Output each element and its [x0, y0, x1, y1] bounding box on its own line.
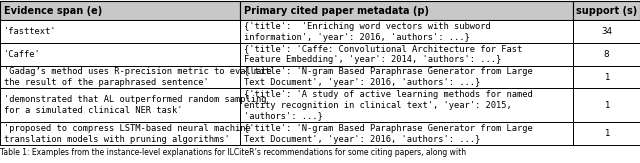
Text: 'demonstrated that AL outperformed random sampling
for a simulated clinical NER : 'demonstrated that AL outperformed rando…	[4, 96, 266, 115]
Text: 1: 1	[604, 129, 609, 138]
Bar	[240, 43, 573, 66]
Text: {'title': 'N-gram Based Paraphrase Generator from Large
Text Document', 'year': : {'title': 'N-gram Based Paraphrase Gener…	[244, 124, 532, 144]
Bar	[573, 122, 640, 145]
Text: 'proposed to compress LSTM-based neural machine
translation models with pruning : 'proposed to compress LSTM-based neural …	[4, 124, 251, 144]
Bar	[240, 1, 573, 20]
Bar	[573, 1, 640, 20]
Text: support (s): support (s)	[576, 6, 637, 15]
Bar	[573, 66, 640, 88]
Text: {'title': 'A study of active learning methods for named
entity recognition in cl: {'title': 'A study of active learning me…	[244, 90, 532, 121]
Text: 'Gadag’s method uses R-precision metric to evaluate
the result of the paraphrase: 'Gadag’s method uses R-precision metric …	[4, 67, 271, 87]
Bar	[0, 20, 240, 43]
Text: 'fasttext': 'fasttext'	[4, 27, 56, 36]
Bar	[240, 20, 573, 43]
Text: {'title':  'Enriching word vectors with subword
information', 'year': 2016, 'aut: {'title': 'Enriching word vectors with s…	[244, 22, 491, 42]
Bar	[0, 43, 240, 66]
Bar	[0, 88, 240, 122]
Bar	[240, 88, 573, 122]
Text: 8: 8	[604, 50, 609, 59]
Bar	[573, 43, 640, 66]
Text: Table 1: Examples from the instance-level explanations for ILCiteR’s recommendat: Table 1: Examples from the instance-leve…	[0, 148, 466, 157]
Text: Evidence span (e): Evidence span (e)	[4, 6, 102, 15]
Bar	[240, 66, 573, 88]
Bar	[240, 122, 573, 145]
Bar	[573, 20, 640, 43]
Text: 34: 34	[601, 27, 612, 36]
Text: {'title': 'Caffe: Convolutional Architecture for Fast
Feature Embedding', 'year': {'title': 'Caffe: Convolutional Architec…	[244, 44, 522, 64]
Text: Primary cited paper metadata (p): Primary cited paper metadata (p)	[244, 6, 429, 15]
Bar	[573, 88, 640, 122]
Bar	[0, 66, 240, 88]
Text: 1: 1	[604, 101, 609, 110]
Text: 1: 1	[604, 73, 609, 82]
Text: {'title': 'N-gram Based Paraphrase Generator from Large
Text Document', 'year': : {'title': 'N-gram Based Paraphrase Gener…	[244, 67, 532, 87]
Bar	[0, 122, 240, 145]
Bar	[0, 1, 240, 20]
Text: 'Caffe': 'Caffe'	[4, 50, 40, 59]
